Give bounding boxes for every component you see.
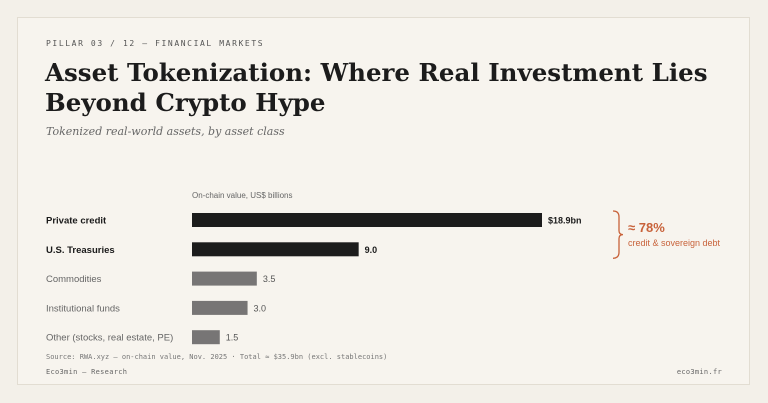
source-note: Source: RWA.xyz — on-chain value, Nov. 2… — [46, 353, 388, 361]
annotation-label: credit & sovereign debt — [628, 238, 721, 248]
value-label: 3.0 — [254, 303, 267, 313]
footer-site: eco3min.fr — [676, 368, 722, 376]
category-label: Other (stocks, real estate, PE) — [46, 333, 173, 344]
bar — [192, 300, 248, 315]
category-label: Institutional funds — [46, 303, 120, 314]
value-label: 3.5 — [263, 274, 276, 284]
value-label: 9.0 — [365, 245, 378, 255]
bar — [192, 213, 542, 227]
section-kicker: PILLAR 03 / 12 — FINANCIAL MARKETS — [46, 39, 265, 48]
chart-subtitle: Tokenized real-world assets, by asset cl… — [46, 125, 285, 138]
category-label: Commodities — [46, 274, 102, 285]
annotation-value: ≈ 78% — [628, 220, 665, 235]
bar — [192, 242, 359, 257]
page-title: Asset Tokenization: Where Real Investmen… — [45, 58, 708, 117]
chart-card — [17, 17, 750, 385]
category-label: U.S. Treasuries — [46, 245, 115, 256]
annotation-bracket — [612, 210, 624, 259]
category-label: Private credit — [46, 216, 107, 227]
axis-unit-label: On-chain value, US$ billions — [192, 191, 293, 200]
value-label: 1.5 — [226, 333, 239, 343]
bar — [192, 330, 220, 345]
value-label: $18.9bn — [548, 216, 582, 226]
footer-brand: Eco3min — Research — [46, 368, 128, 376]
bar — [192, 271, 257, 286]
